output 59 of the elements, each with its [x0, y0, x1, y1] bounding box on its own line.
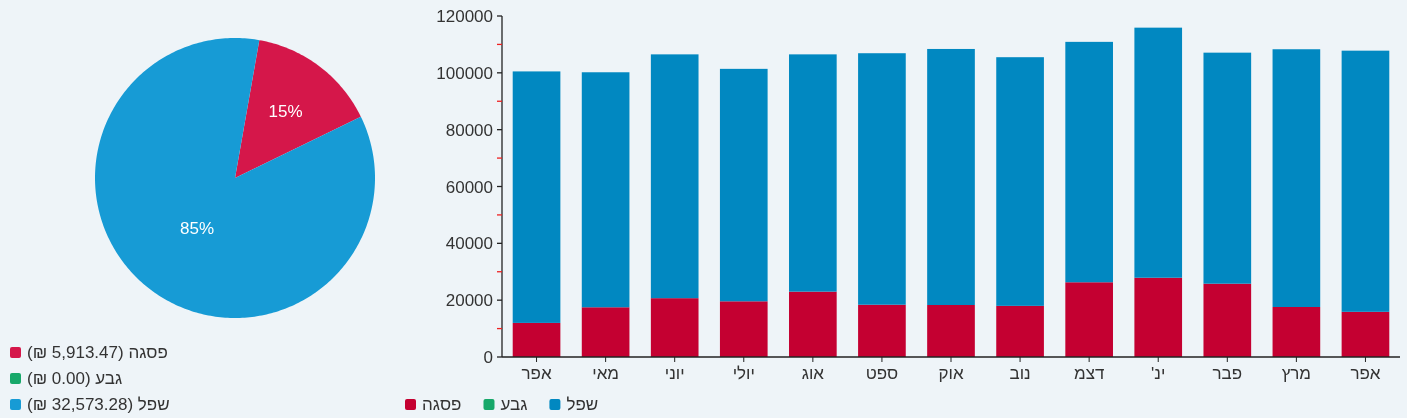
bar: [1203, 52, 1252, 284]
y-tick-label: 80000: [445, 120, 493, 140]
x-tick-label: דצמ: [1073, 364, 1105, 383]
legend-item: שפל (32,573.28 ₪): [10, 395, 170, 414]
bar: [996, 305, 1044, 357]
data-label: 15%: [268, 101, 303, 121]
x-tick-label: ספט: [865, 364, 899, 383]
bar: [512, 71, 561, 323]
slice: 15%: [235, 40, 361, 178]
x-tick-label: אפר: [521, 364, 552, 383]
x-tick-label: אוג: [801, 364, 825, 383]
bar: [512, 322, 561, 357]
bar: [1272, 49, 1321, 307]
x-tick-label: נוב: [1009, 364, 1031, 383]
legend-item: פסגה: [405, 395, 462, 414]
x-tick-label: מרץ: [1281, 364, 1312, 383]
legend-label: שפל: [566, 395, 599, 414]
legend-item: גבע: [483, 395, 528, 414]
data-label: 85%: [180, 219, 215, 239]
bar: [719, 68, 768, 302]
x-tick-label: מאי: [592, 364, 620, 383]
x-tick-label: אוק: [938, 364, 964, 383]
legend-item: גבע (0.00 ₪): [10, 369, 123, 388]
legend-label: פסגה: [422, 395, 462, 414]
bar: [1134, 277, 1183, 357]
y-tick-label: 100000: [436, 63, 493, 83]
bar: [927, 48, 975, 305]
bar: [858, 304, 906, 357]
bar: [1203, 283, 1252, 357]
bar: [1341, 311, 1390, 357]
bar: [1065, 41, 1113, 283]
bar: [581, 72, 630, 308]
bar: [789, 291, 837, 357]
x-tick-label: יולי: [732, 364, 755, 383]
y-tick-label: 40000: [445, 234, 493, 254]
x-tick-label: ינ': [1151, 364, 1166, 383]
bar: [927, 305, 975, 357]
bar: [1341, 50, 1390, 312]
legend-label: גבע: [500, 395, 528, 414]
x-tick-label: פבר: [1212, 364, 1243, 383]
bar: [858, 53, 906, 305]
legend-item: פסגה (5,913.47 ₪): [10, 343, 168, 362]
x-tick-label: אפר: [1350, 364, 1381, 383]
bar: [789, 54, 837, 292]
bar: [581, 307, 630, 357]
legend-item: שפל: [549, 395, 599, 414]
bar: [1272, 306, 1321, 357]
bar: [996, 57, 1044, 306]
bar: [1065, 282, 1113, 357]
bar: [719, 301, 768, 357]
bar: [650, 298, 699, 357]
y-tick-label: 0: [483, 348, 493, 367]
y-tick-label: 20000: [445, 291, 493, 311]
y-tick-label: 60000: [445, 177, 493, 197]
bar: [650, 54, 699, 299]
y-tick-label: 120000: [436, 7, 493, 26]
bar: [1134, 27, 1183, 278]
legend-label: גבע (0.00 ₪): [27, 369, 123, 388]
x-tick-label: יוני: [664, 364, 685, 383]
